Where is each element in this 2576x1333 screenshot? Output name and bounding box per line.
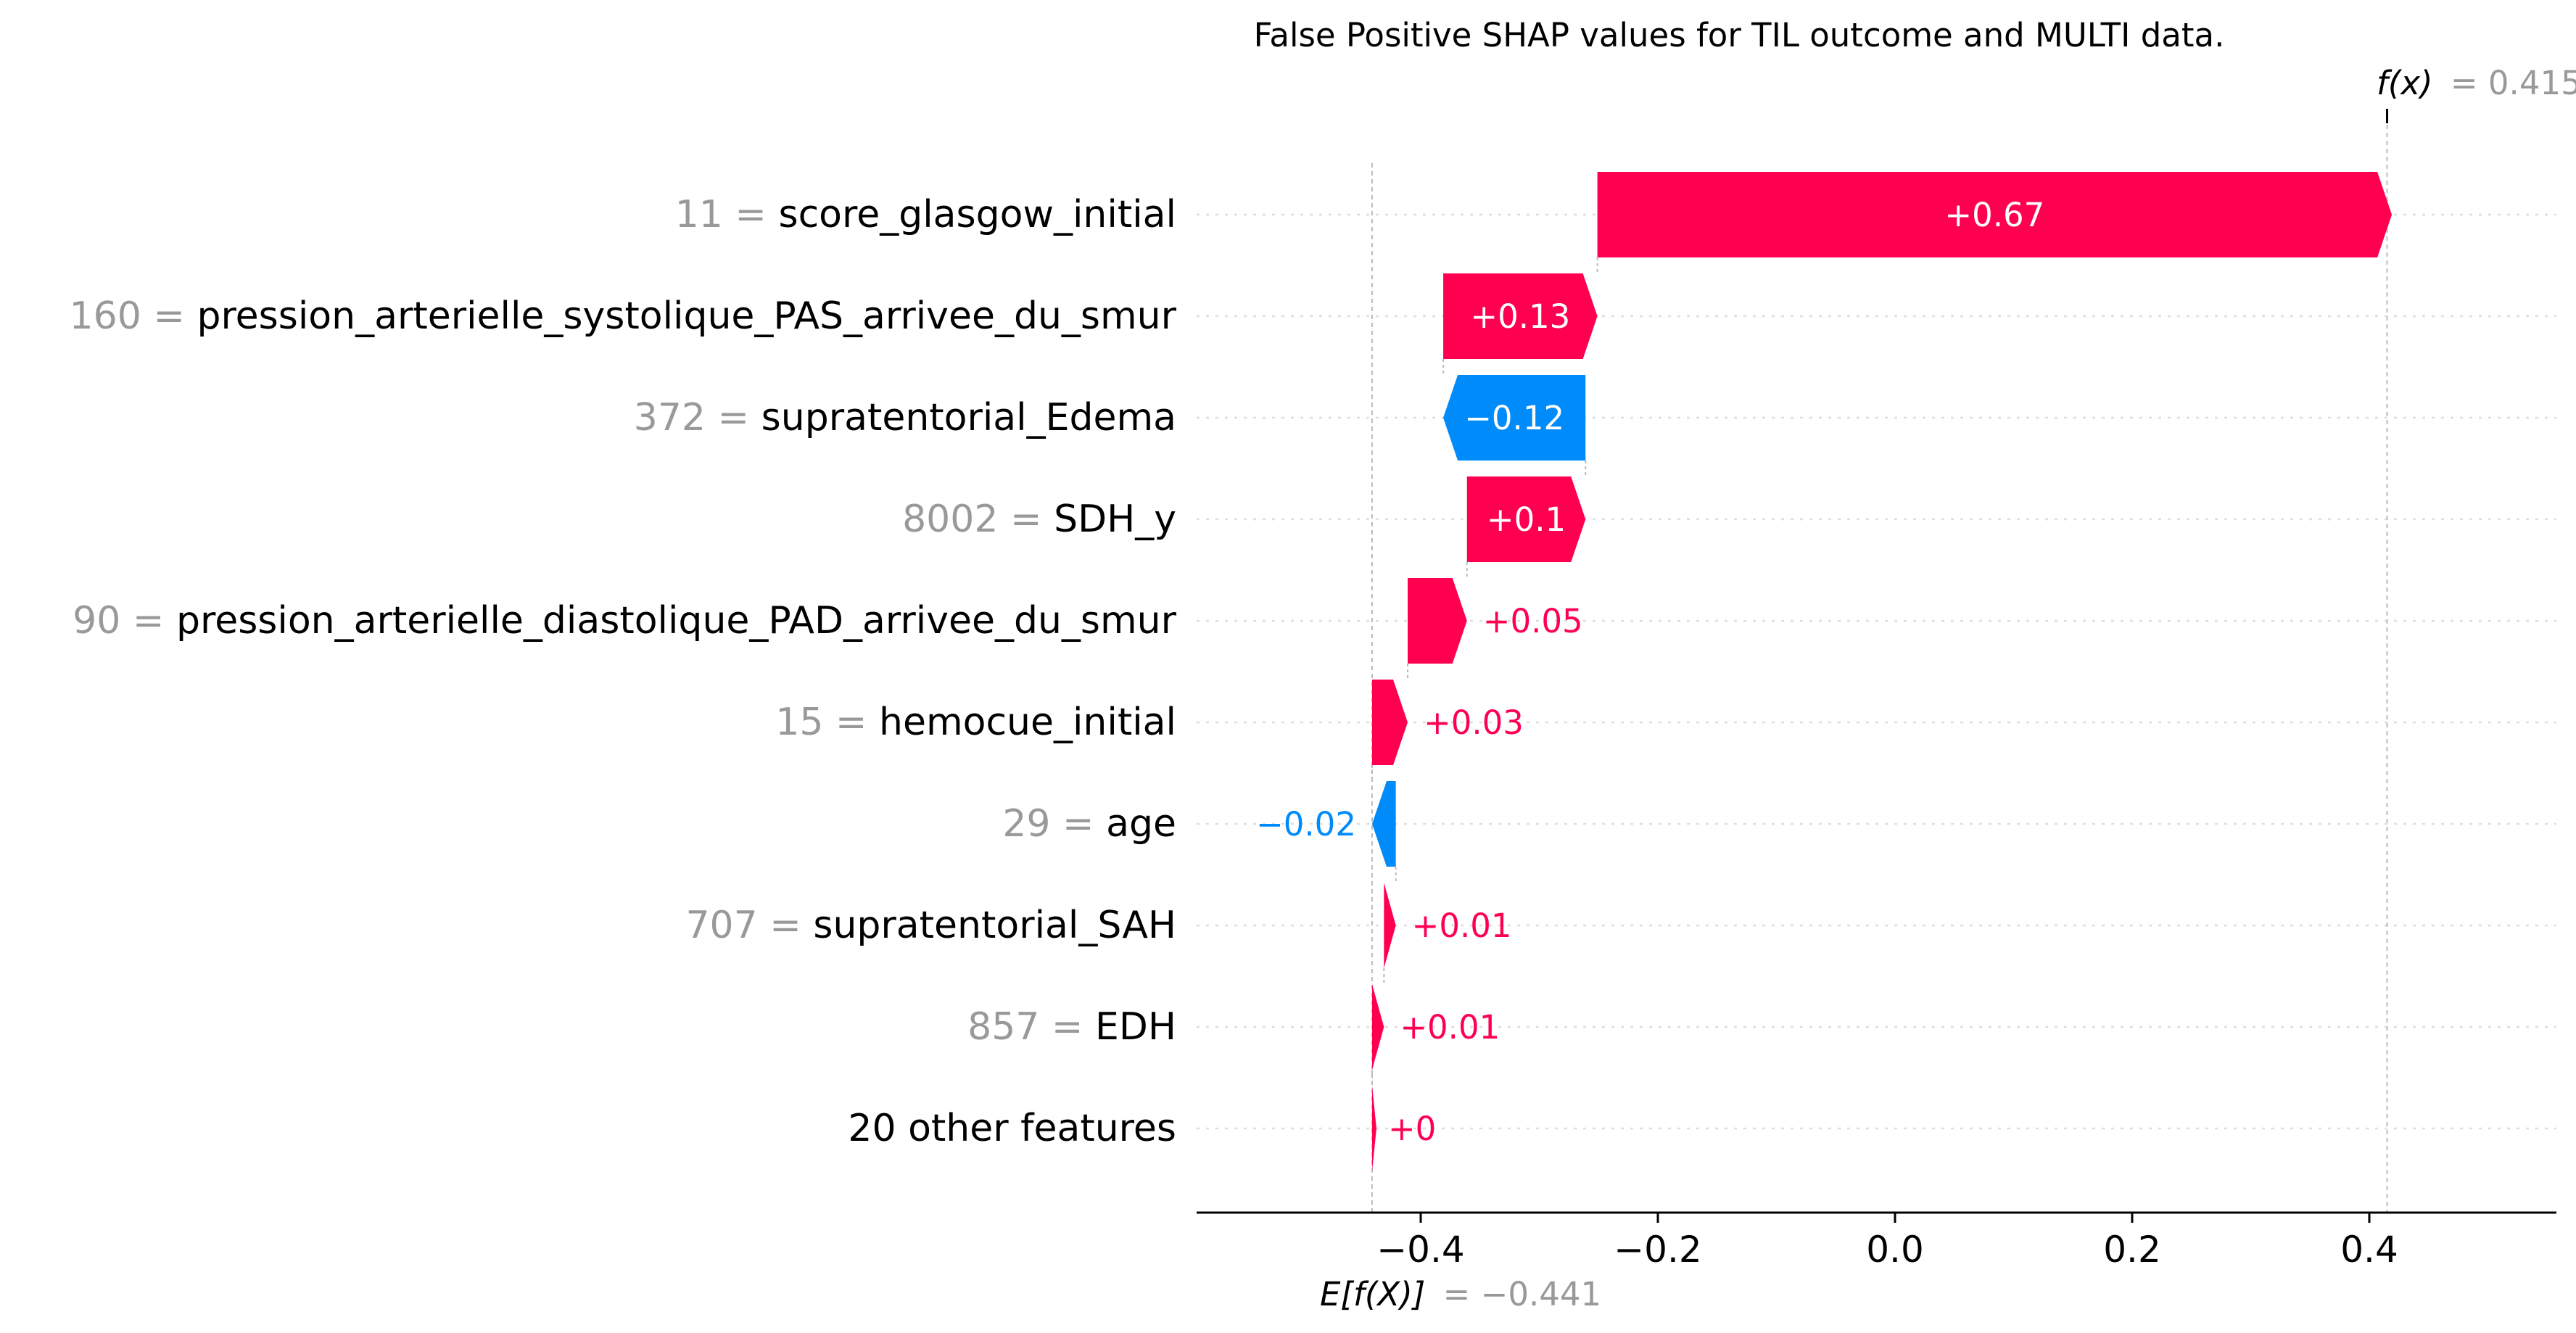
feature-name: score_glasgow_initial	[779, 193, 1177, 236]
feature-value: 372 =	[634, 396, 761, 439]
feature-label: 707 = supratentorial_SAH	[685, 904, 1176, 947]
feature-name: age	[1106, 802, 1176, 846]
feature-value: 8002 =	[902, 498, 1054, 541]
fx-value: = 0.415	[2451, 64, 2576, 102]
ex-value: = −0.441	[1443, 1275, 1602, 1313]
feature-value: 15 =	[775, 701, 879, 744]
feature-label: 8002 = SDH_y	[902, 498, 1176, 541]
grid-lines	[1197, 213, 2556, 1130]
x-tick-label: 0.0	[1866, 1229, 1924, 1271]
feature-value: 90 =	[73, 599, 176, 643]
bar	[1384, 883, 1396, 968]
feature-name: pression_arterielle_systolique_PAS_arriv…	[197, 294, 1176, 338]
x-tick-label: 0.4	[2340, 1229, 2398, 1271]
bar-value-label: +0	[1388, 1110, 1436, 1148]
bar	[1443, 273, 1598, 359]
bar-value-label: +0.01	[1412, 907, 1512, 945]
chart-title: False Positive SHAP values for TIL outco…	[1254, 16, 2225, 54]
feature-label: 15 = hemocue_initial	[775, 701, 1176, 744]
feature-value: 857 =	[967, 1005, 1095, 1049]
x-axis: −0.4 −0.2 0.0 0.2 0.4	[1197, 1211, 2556, 1271]
bar	[1371, 781, 1396, 867]
bar	[1443, 375, 1586, 461]
x-tick-label: −0.4	[1376, 1229, 1464, 1271]
feature-name: EDH	[1095, 1005, 1176, 1049]
feature-label: 857 = EDH	[967, 1005, 1176, 1049]
bar-value-label: +0.03	[1424, 703, 1524, 742]
bar	[1371, 680, 1408, 765]
feature-name: supratentorial_SAH	[813, 904, 1176, 947]
fx-italic: f(x)	[2377, 64, 2433, 102]
bar-value-label: +0.1	[1487, 500, 1566, 539]
x-tick-label: 0.2	[2103, 1229, 2161, 1271]
ex-italic: E[f(X)]	[1320, 1275, 1425, 1313]
bar	[1371, 1086, 1376, 1171]
feature-label: 20 other features	[848, 1107, 1176, 1150]
feature-value: 160 =	[70, 294, 197, 338]
feature-name: pression_arterielle_diastolique_PAD_arri…	[176, 599, 1177, 643]
feature-value: 11 =	[675, 193, 779, 236]
feature-value: 29 =	[1002, 802, 1106, 846]
bar-value-label: −0.02	[1256, 805, 1356, 843]
bar-value-label: +0.67	[1944, 196, 2044, 234]
feature-label: 11 = score_glasgow_initial	[675, 193, 1176, 236]
bar	[1466, 476, 1586, 562]
feature-labels: +0.67 11 = score_glasgow_initial +0.13 160 …	[70, 193, 2045, 1150]
bar	[1371, 984, 1384, 1070]
feature-label: 372 = supratentorial_Edema	[634, 396, 1176, 439]
feature-name: hemocue_initial	[879, 701, 1176, 744]
bar-value-label: +0.05	[1483, 602, 1583, 640]
bar	[1597, 172, 2393, 257]
feature-name: 20 other features	[848, 1107, 1176, 1150]
bar-value-label: +0.13	[1470, 297, 1570, 336]
bar-value-label: +0.01	[1400, 1008, 1500, 1047]
x-tick-label: −0.2	[1614, 1229, 1701, 1271]
bar-value-label: −0.12	[1464, 399, 1564, 437]
connector-lines	[1371, 257, 1598, 1087]
bar	[1408, 578, 1467, 664]
ex-label: E[f(X)] = −0.441	[1320, 1275, 1601, 1313]
feature-name: supratentorial_Edema	[761, 396, 1176, 439]
feature-label: 90 = pression_arterielle_diastolique_PAD…	[73, 599, 1176, 643]
feature-label: 160 = pression_arterielle_systolique_PAS…	[70, 294, 1177, 338]
reference-lines	[1371, 109, 2389, 1213]
feature-value: 707 =	[685, 904, 813, 947]
fx-label: f(x) = 0.415	[2377, 64, 2576, 102]
feature-label: 29 = age	[1002, 802, 1176, 846]
feature-name: SDH_y	[1054, 498, 1176, 541]
bars	[1371, 172, 2393, 1171]
